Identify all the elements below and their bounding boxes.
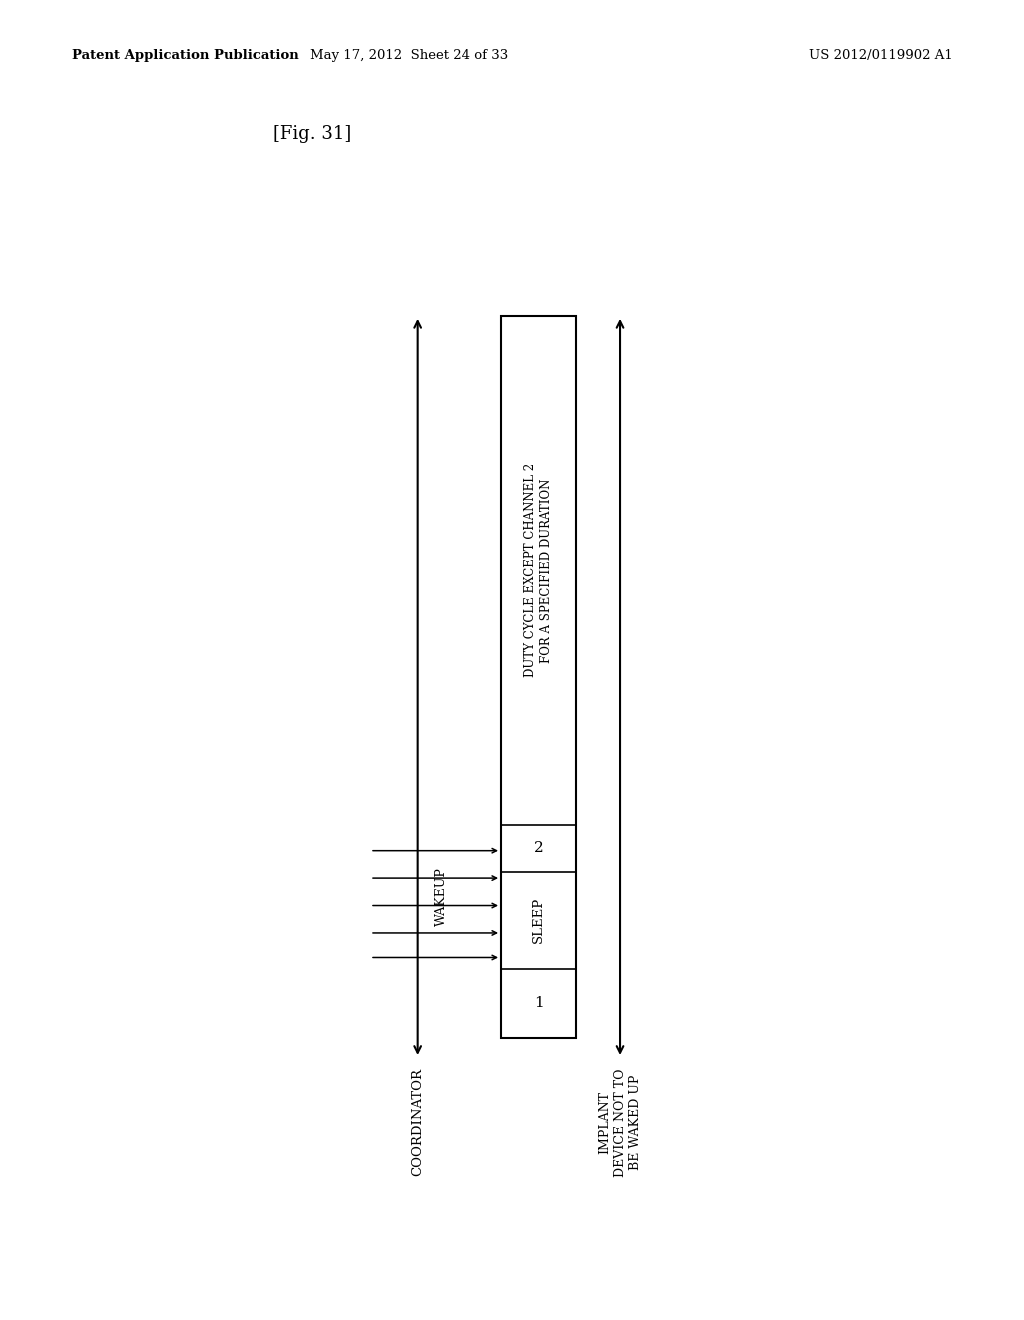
Bar bbox=[501, 315, 577, 1038]
Text: 1: 1 bbox=[534, 997, 544, 1010]
Text: WAKEUP: WAKEUP bbox=[435, 867, 447, 927]
Text: May 17, 2012  Sheet 24 of 33: May 17, 2012 Sheet 24 of 33 bbox=[310, 49, 509, 62]
Text: [Fig. 31]: [Fig. 31] bbox=[273, 125, 351, 144]
Text: DUTY CYCLE EXCEPT CHANNEL 2
FOR A SPECIFIED DURATION: DUTY CYCLE EXCEPT CHANNEL 2 FOR A SPECIF… bbox=[524, 463, 553, 677]
Text: IMPLANT
DEVICE NOT TO
BE WAKED UP: IMPLANT DEVICE NOT TO BE WAKED UP bbox=[599, 1068, 641, 1176]
Text: US 2012/0119902 A1: US 2012/0119902 A1 bbox=[809, 49, 952, 62]
Text: SLEEP: SLEEP bbox=[532, 898, 545, 944]
Text: Patent Application Publication: Patent Application Publication bbox=[72, 49, 298, 62]
Text: COORDINATOR: COORDINATOR bbox=[412, 1068, 424, 1176]
Text: 2: 2 bbox=[534, 841, 544, 855]
